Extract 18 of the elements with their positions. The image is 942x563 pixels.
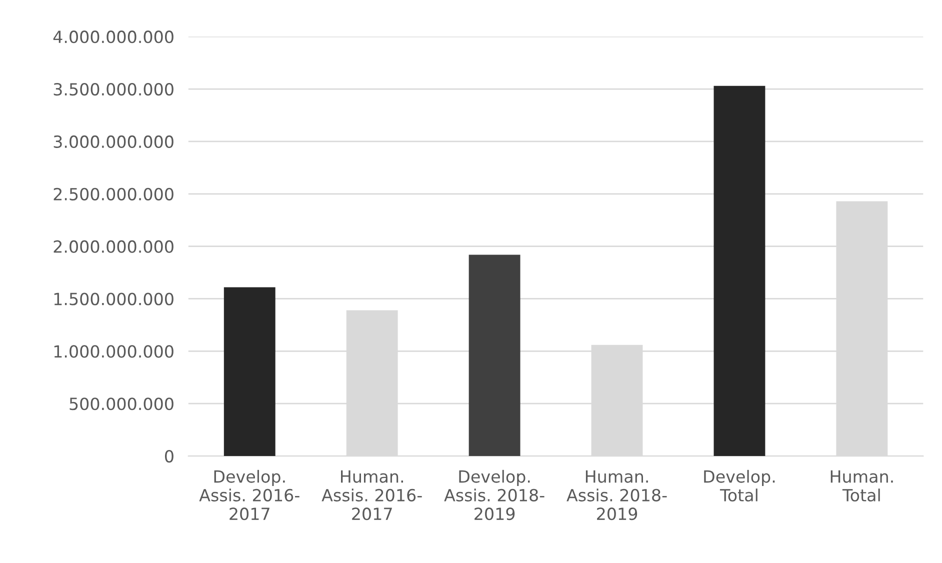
x-tick-label: Develop. Assis. 2016- 2017 <box>199 470 300 520</box>
y-tick-label: 0 <box>165 450 174 463</box>
y-tick-label: 500.000.000 <box>70 398 174 410</box>
y-tick-label: 2.000.000.000 <box>54 240 174 253</box>
x-tick-label: Human. Assis. 2016- 2017 <box>322 470 422 520</box>
y-tick-label: 2.500.000.000 <box>54 188 174 200</box>
y-tick-label: 4.000.000.000 <box>53 30 174 44</box>
x-tick-label: Human. Assis. 2018- 2019 <box>566 470 667 520</box>
x-tick-label: Develop. Total <box>704 470 775 502</box>
bar <box>714 86 766 456</box>
x-tick-label: Human. Total <box>830 470 893 502</box>
y-tick-label: 3.000.000.000 <box>54 135 174 148</box>
y-tick-label: 1.500.000.000 <box>54 292 174 306</box>
bar <box>224 287 276 456</box>
x-tick-label: Develop. Assis. 2018- 2019 <box>444 470 544 520</box>
y-tick-label: 3.500.000.000 <box>54 82 174 96</box>
bar <box>468 254 520 456</box>
y-tick-label: 1.000.000.000 <box>54 345 174 358</box>
